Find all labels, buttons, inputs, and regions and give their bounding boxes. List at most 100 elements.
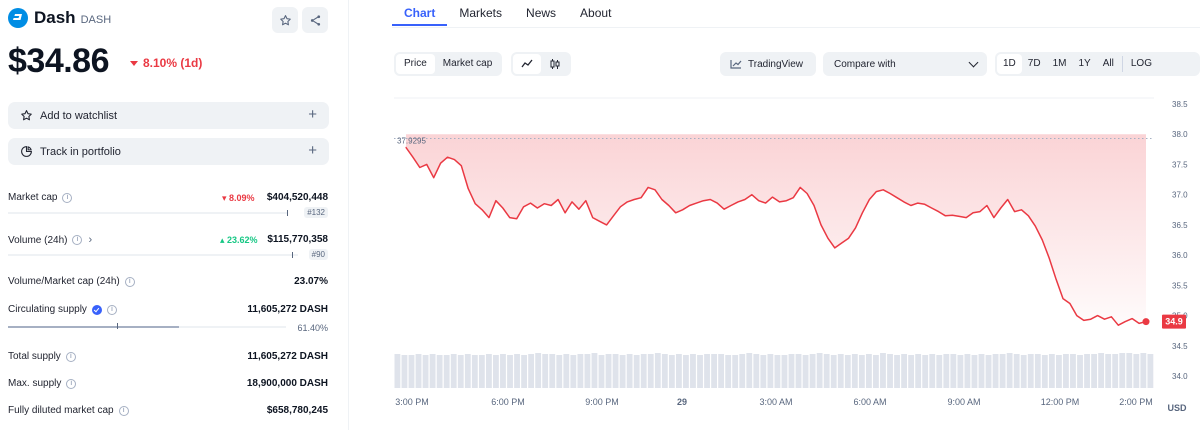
volume-bar <box>690 354 696 388</box>
volume-bar <box>1077 355 1083 388</box>
info-icon[interactable]: i <box>106 304 117 315</box>
volume-rank-bar <box>8 254 298 256</box>
y-tick-label: 36.0 <box>1172 251 1188 260</box>
market-cap-rank-marker <box>287 210 288 216</box>
tab-news[interactable]: News <box>526 6 557 20</box>
volume-bar <box>873 355 879 388</box>
volume-bar <box>865 354 872 388</box>
volume-bar <box>732 355 739 388</box>
volume-bar <box>978 354 985 388</box>
volume-bar <box>704 354 710 388</box>
volume-bar <box>837 354 844 388</box>
chevron-right-icon[interactable]: › <box>88 234 93 246</box>
volume-bar <box>711 354 718 388</box>
market-cap-label: Market cap i <box>8 192 73 203</box>
volume-bar <box>718 354 725 388</box>
circulating-supply-fill <box>8 326 179 328</box>
volume-bar <box>612 354 619 388</box>
info-icon[interactable]: i <box>118 405 129 416</box>
volume-bar <box>683 355 689 388</box>
share-button[interactable] <box>302 7 328 33</box>
volume-bar <box>999 354 1006 388</box>
volume-bar <box>401 355 408 388</box>
range-7d-button[interactable]: 7D <box>1027 58 1041 69</box>
volume-bar <box>767 354 774 388</box>
price-chart-svg: 37.9295 38.538.037.537.036.536.035.535.0… <box>394 97 1188 413</box>
total-supply-label: Total supply i <box>8 351 76 362</box>
volume-label: Volume (24h) i › <box>8 234 93 246</box>
compare-with-dropdown[interactable]: Compare with <box>823 52 987 76</box>
volume-bar <box>577 354 584 388</box>
tab-chart[interactable]: Chart <box>392 0 448 26</box>
track-in-portfolio-button[interactable]: Track in portfolio + <box>8 138 329 165</box>
price-area-fill <box>406 134 1146 326</box>
max-supply-value: 18,900,000 DASH <box>246 378 328 389</box>
volume-bar <box>1112 354 1119 388</box>
volume-bar <box>1091 354 1098 388</box>
add-to-watchlist-button[interactable]: Add to watchlist + <box>8 102 329 129</box>
currency-label: USD <box>1167 403 1187 413</box>
chevron-down-icon <box>968 57 979 68</box>
volume-bar <box>1105 354 1112 388</box>
market-cap-toggle-button[interactable]: Market cap <box>442 58 493 69</box>
volume-bar <box>675 354 682 388</box>
price-marketcap-toggle: Price Market cap <box>394 52 503 76</box>
info-icon[interactable]: i <box>66 378 77 389</box>
price-chart[interactable]: 37.9295 38.538.037.537.036.536.035.535.0… <box>392 92 1200 430</box>
volume-bar <box>887 354 893 388</box>
y-tick-label: 37.0 <box>1172 191 1188 200</box>
x-tick-label: 9:00 AM <box>947 397 980 407</box>
volume-bar <box>633 355 640 388</box>
info-icon[interactable]: i <box>124 276 135 287</box>
volume-bar <box>915 354 922 388</box>
candlestick-icon <box>550 59 560 69</box>
volume-bar <box>788 354 795 388</box>
volume-bar <box>844 355 851 388</box>
range-1d-button[interactable]: 1D <box>997 54 1022 74</box>
candlestick-chart-button[interactable] <box>541 54 569 74</box>
log-scale-button[interactable]: LOG <box>1130 58 1152 69</box>
x-tick-label: 3:00 PM <box>395 397 429 407</box>
compare-with-label: Compare with <box>834 58 896 70</box>
watchlist-star-button[interactable] <box>272 7 298 33</box>
volume-bar <box>542 354 549 388</box>
last-price-dot <box>1142 318 1150 326</box>
volume-bar <box>443 355 450 388</box>
fully-diluted-market-cap-label: Fully diluted market cap i <box>8 405 129 416</box>
volume-bar <box>1119 353 1126 388</box>
volume-bar <box>809 354 816 388</box>
info-icon[interactable]: i <box>72 235 83 245</box>
info-icon[interactable]: i <box>62 192 73 203</box>
line-chart-button[interactable] <box>513 54 541 74</box>
plus-icon: + <box>308 106 317 123</box>
volume-bar <box>626 354 633 388</box>
volume-bar <box>802 355 809 388</box>
volume-bar <box>640 354 647 388</box>
circulating-supply-percent: 61.40% <box>297 323 328 333</box>
volume-bar <box>964 354 971 388</box>
panel-divider <box>348 0 349 430</box>
range-1m-button[interactable]: 1M <box>1052 58 1067 69</box>
share-icon <box>310 14 320 26</box>
volume-bar <box>823 354 830 388</box>
fully-diluted-market-cap-value: $658,780,245 <box>266 405 328 416</box>
volume-bar <box>753 354 760 388</box>
price-toggle-button[interactable]: Price <box>396 54 435 74</box>
tabs-underline <box>392 27 1200 28</box>
tab-markets[interactable]: Markets <box>459 6 503 20</box>
tab-about[interactable]: About <box>580 6 612 20</box>
info-icon[interactable]: i <box>65 351 76 362</box>
tradingview-button[interactable]: TradingView <box>720 52 816 76</box>
circulating-supply-label: Circulating supply i <box>8 304 117 315</box>
volume-bar <box>619 355 626 388</box>
volume-bar <box>1063 354 1069 388</box>
volume-rank-marker <box>292 252 293 258</box>
range-all-button[interactable]: All <box>1102 58 1114 69</box>
volume-bar <box>1140 353 1147 388</box>
star-icon <box>21 110 32 121</box>
y-tick-label: 34.0 <box>1172 372 1188 381</box>
range-1y-button[interactable]: 1Y <box>1078 58 1091 69</box>
volume-bar <box>661 354 668 388</box>
y-tick-label: 38.0 <box>1172 130 1188 139</box>
coin-name: Dash <box>34 8 76 27</box>
